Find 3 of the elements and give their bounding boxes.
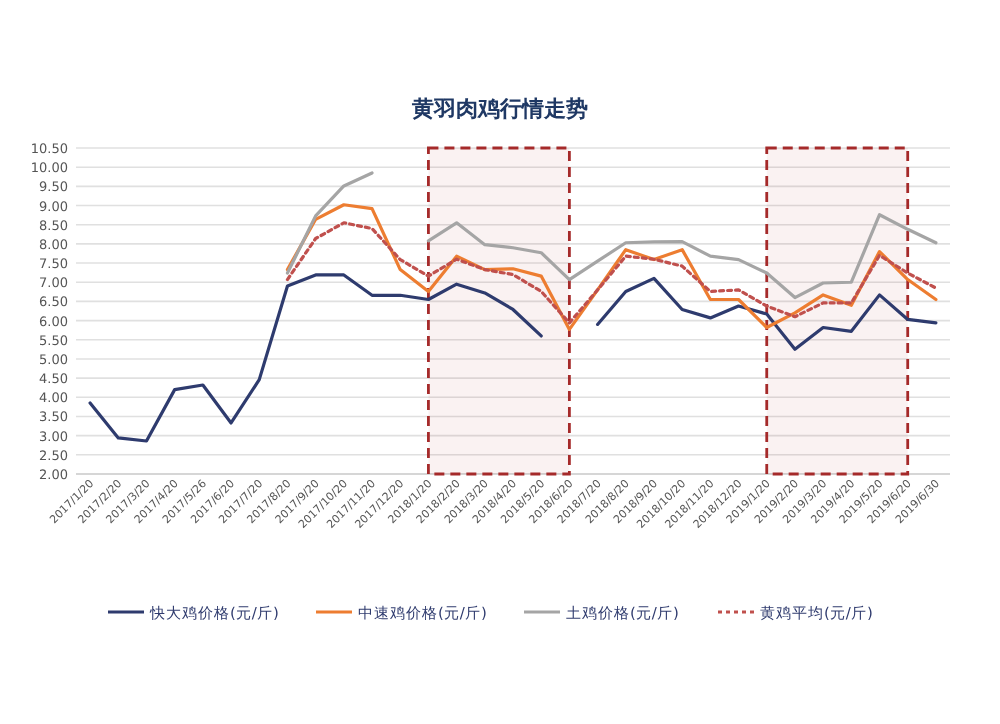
line-series: [285, 221, 938, 325]
chart-title: 黄羽肉鸡行情走势: [410, 96, 588, 122]
line-series: [285, 203, 938, 332]
